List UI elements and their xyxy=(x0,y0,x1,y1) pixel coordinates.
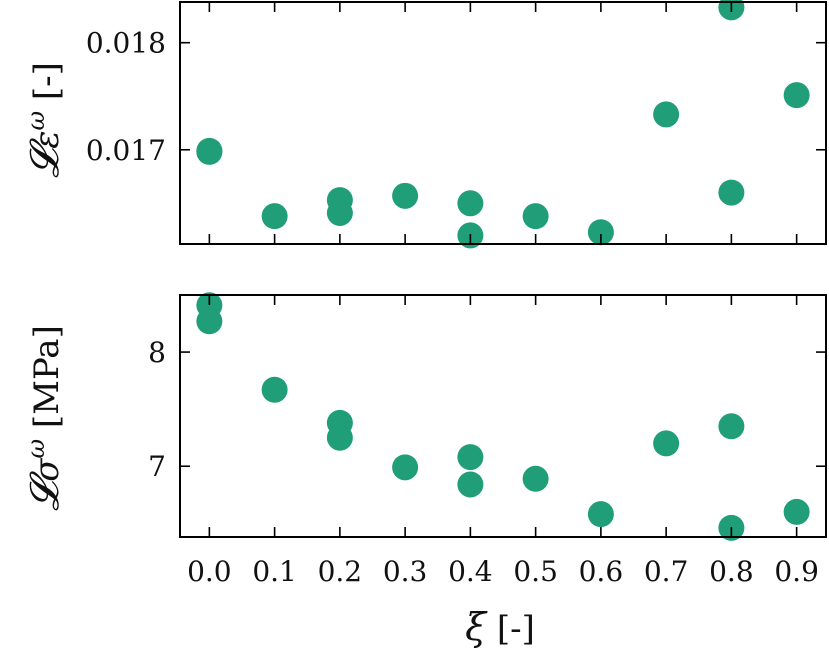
bottom-panel-markers xyxy=(196,292,810,541)
x-tick-label: 0.9 xyxy=(774,555,819,588)
x-tick-label: 0.6 xyxy=(579,555,624,588)
data-point xyxy=(392,182,419,209)
data-point xyxy=(587,219,614,246)
data-point xyxy=(457,444,484,471)
x-tick-label: 0.0 xyxy=(187,555,232,588)
data-point xyxy=(783,498,810,525)
top-panel-markers xyxy=(196,0,810,249)
data-point xyxy=(457,190,484,217)
bottom-panel-sigma: 78 0.0 0.1 0.2 0.3 0.4 0.5 0.6 0.7 0.8 0.9 𝓛σω [M… xyxy=(22,292,827,649)
x-tick-label: 0.1 xyxy=(252,555,297,588)
data-point xyxy=(326,199,353,226)
top-panel-frame xyxy=(179,1,827,245)
data-point xyxy=(261,203,288,230)
bottom-panel-y-axis-label: 𝓛σω [MPa] xyxy=(22,325,68,511)
data-point xyxy=(587,501,614,528)
y-tick-label: 0.018 xyxy=(86,27,166,60)
data-point xyxy=(718,413,745,440)
data-point xyxy=(392,454,419,481)
data-point xyxy=(522,203,549,230)
data-point xyxy=(653,430,680,457)
x-axis-label: ξ [-] xyxy=(465,605,535,649)
x-tick-label: 0.5 xyxy=(513,555,558,588)
top-panel-epsilon: 0.017 0.018 𝓛εω [-] xyxy=(22,0,827,249)
x-tick-label: 0.7 xyxy=(644,555,689,588)
y-tick-label: 8 xyxy=(148,336,166,369)
x-tick-label: 0.8 xyxy=(709,555,754,588)
bottom-panel-y-ticks: 78 xyxy=(148,336,826,483)
top-panel-y-axis-label: 𝓛εω [-] xyxy=(22,62,68,178)
y-tick-label: 0.017 xyxy=(86,134,166,167)
data-point xyxy=(196,138,223,165)
data-point xyxy=(653,101,680,128)
data-point xyxy=(196,308,223,335)
data-point xyxy=(261,376,288,403)
data-point xyxy=(326,424,353,451)
bottom-panel-x-ticks: 0.0 0.1 0.2 0.3 0.4 0.5 0.6 0.7 0.8 0.9 xyxy=(187,295,819,588)
top-panel-x-ticks xyxy=(208,2,798,244)
data-point xyxy=(457,471,484,498)
data-point xyxy=(718,179,745,206)
y-tick-label: 7 xyxy=(148,450,166,483)
top-panel-y-ticks: 0.017 0.018 xyxy=(86,27,826,167)
data-point xyxy=(783,82,810,109)
x-tick-label: 0.4 xyxy=(448,555,493,588)
x-tick-label: 0.2 xyxy=(318,555,363,588)
bottom-panel-frame xyxy=(179,294,827,538)
x-tick-label: 0.3 xyxy=(383,555,428,588)
data-point xyxy=(522,465,549,492)
